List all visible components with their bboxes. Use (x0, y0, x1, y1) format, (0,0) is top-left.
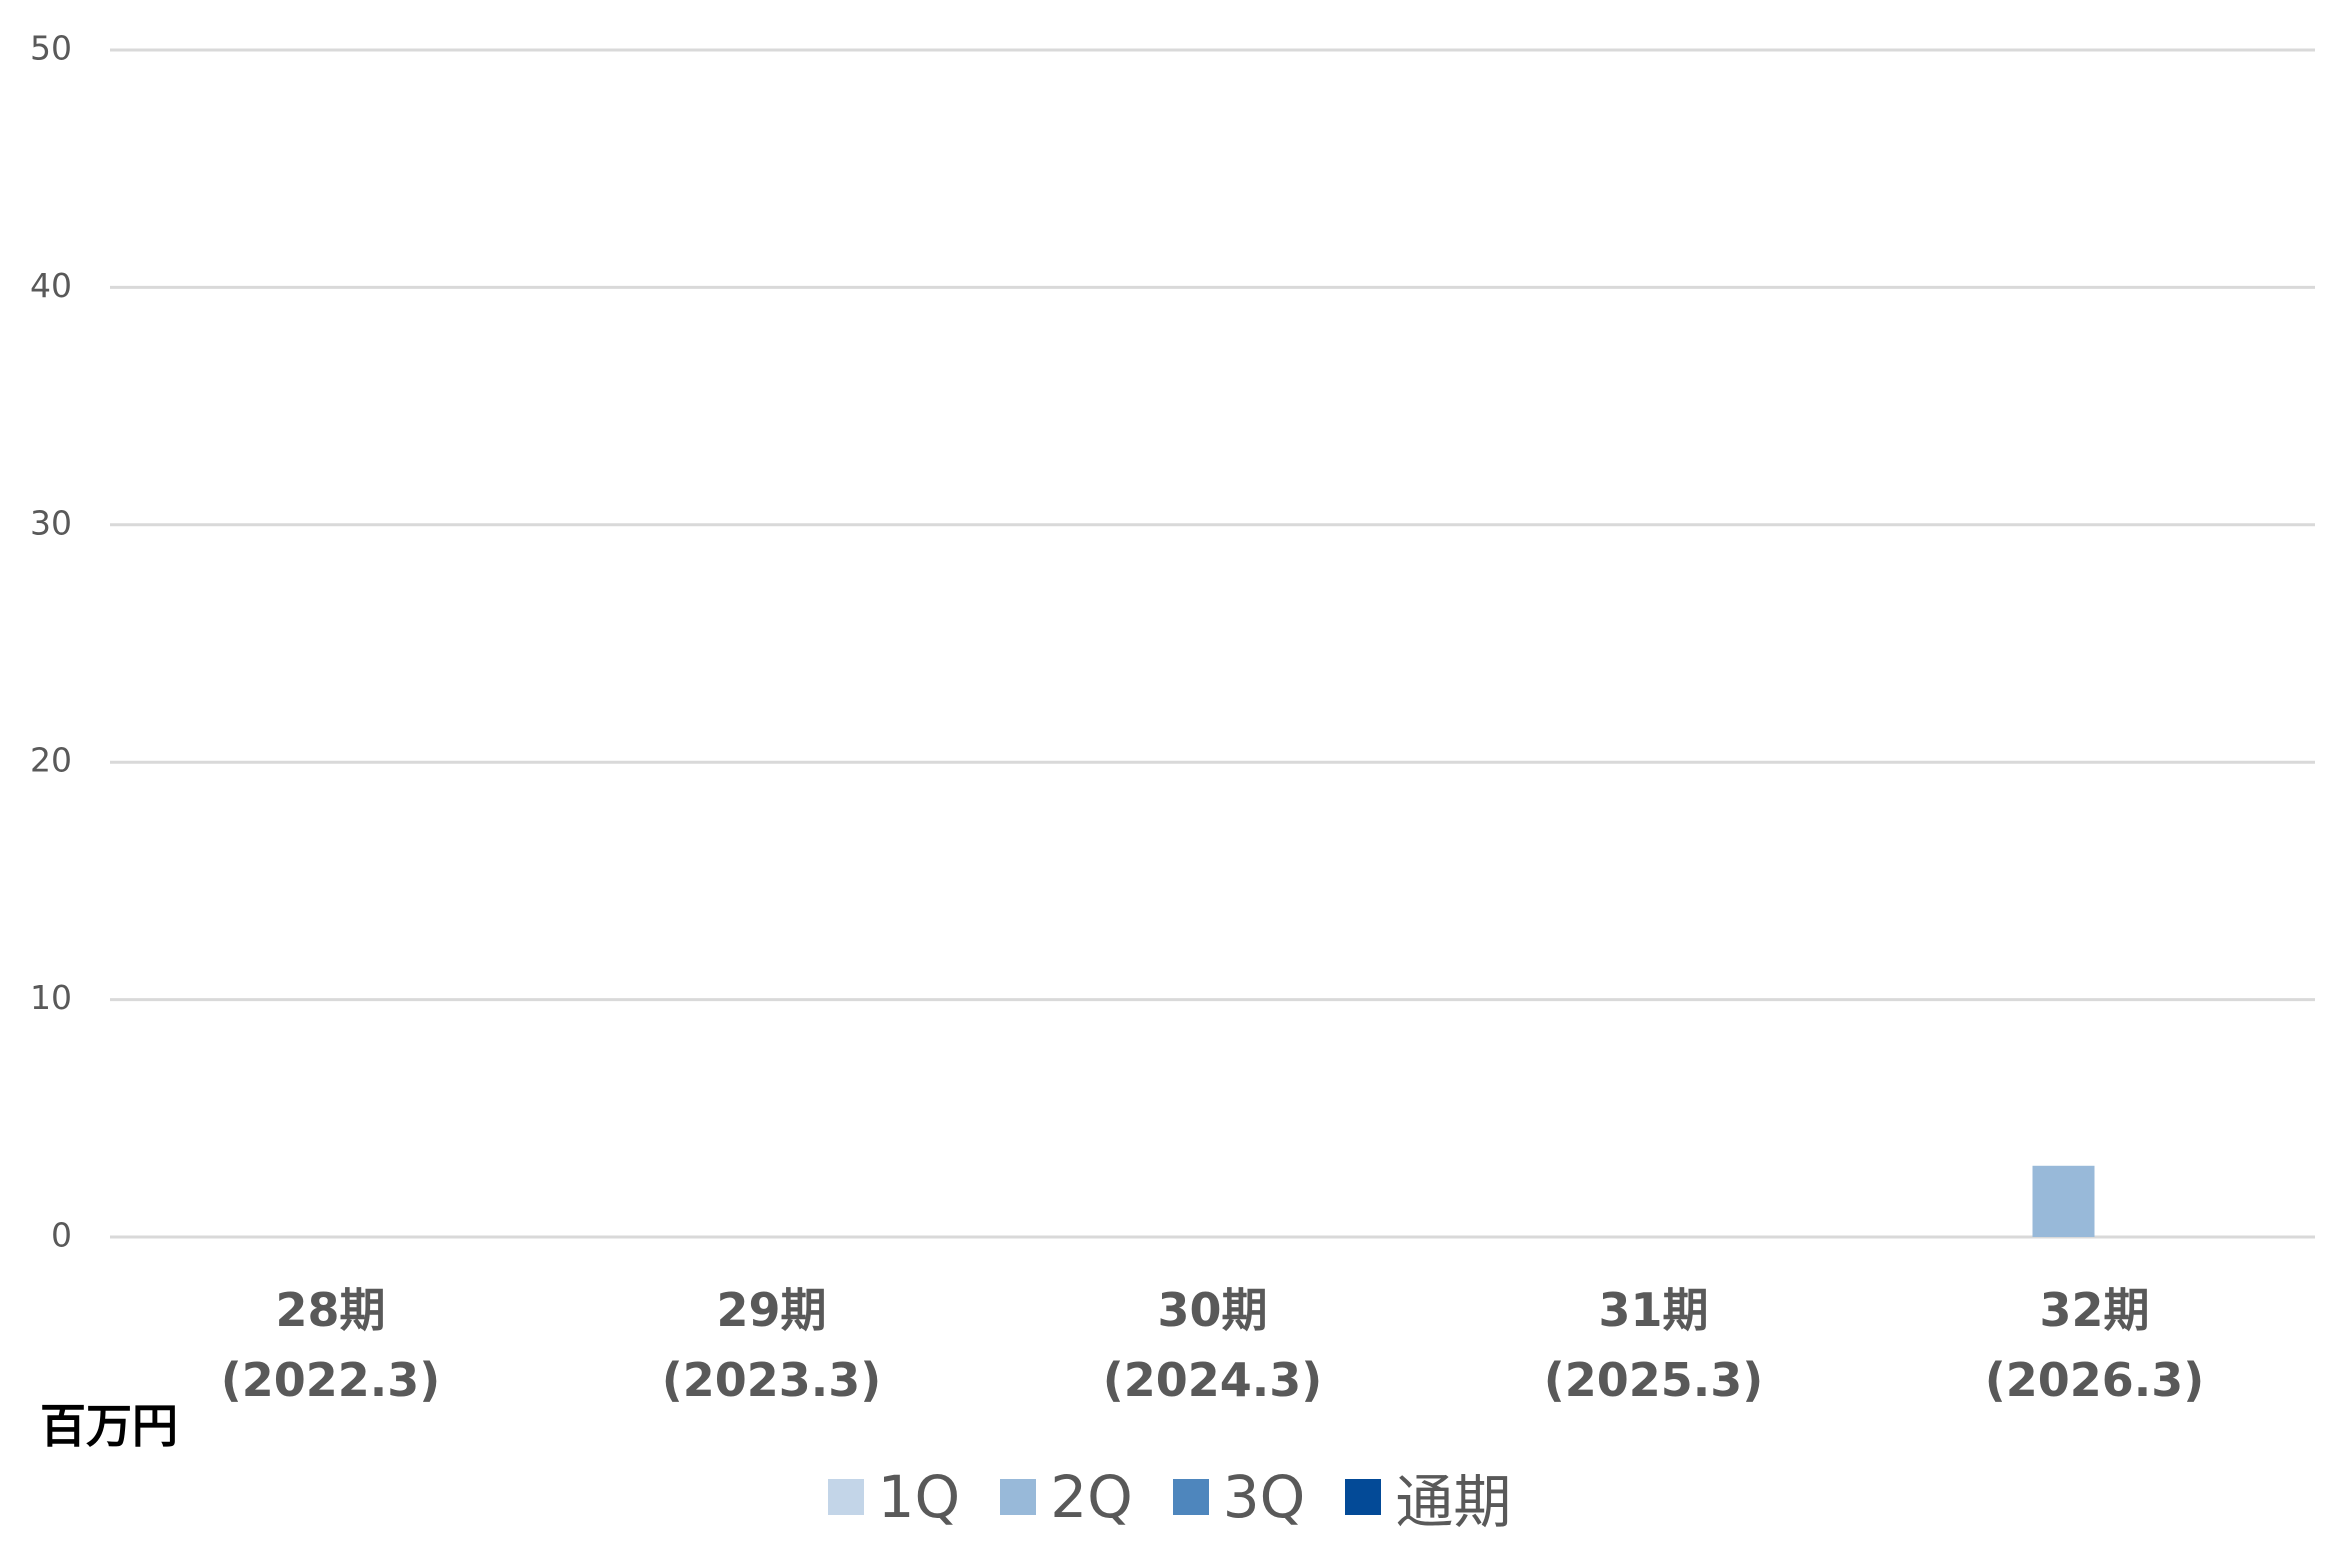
legend-label: 通期 (1395, 1468, 1512, 1536)
legend-item: 通期 (1345, 1455, 1511, 1539)
y-tick-label: 40 (30, 266, 72, 305)
legend: 1Q 2Q 3Q 通期 (0, 1455, 2339, 1539)
legend-swatch (827, 1479, 864, 1515)
legend-swatch (1345, 1479, 1382, 1515)
y-tick-label: 50 (30, 29, 72, 68)
legend-label: 3Q (1222, 1463, 1306, 1531)
bar (2032, 1165, 2095, 1237)
x-tick-label: 32期 (2026.3) (1984, 1283, 2205, 1407)
legend-item: 3Q (1172, 1455, 1306, 1539)
y-tick-label: 20 (30, 741, 72, 780)
legend-label: 1Q (877, 1463, 961, 1531)
legend-item: 2Q (1000, 1455, 1133, 1539)
y-tick-label: 30 (30, 503, 72, 542)
unit-label: 百万円 (40, 1399, 178, 1453)
y-tick-label: 10 (30, 978, 72, 1017)
x-tick-label: 28期 (2022.3) (220, 1283, 441, 1407)
x-tick-label: 31期 (2025.3) (1543, 1283, 1764, 1407)
x-tick-label: 30期 (2024.3) (1102, 1283, 1323, 1407)
legend-label: 2Q (1050, 1463, 1133, 1531)
legend-swatch (1000, 1479, 1037, 1515)
x-tick-label: 29期 (2023.3) (661, 1283, 882, 1407)
legend-item: 1Q (827, 1455, 961, 1539)
y-tick-label: 0 (51, 1216, 72, 1255)
legend-swatch (1172, 1479, 1209, 1515)
